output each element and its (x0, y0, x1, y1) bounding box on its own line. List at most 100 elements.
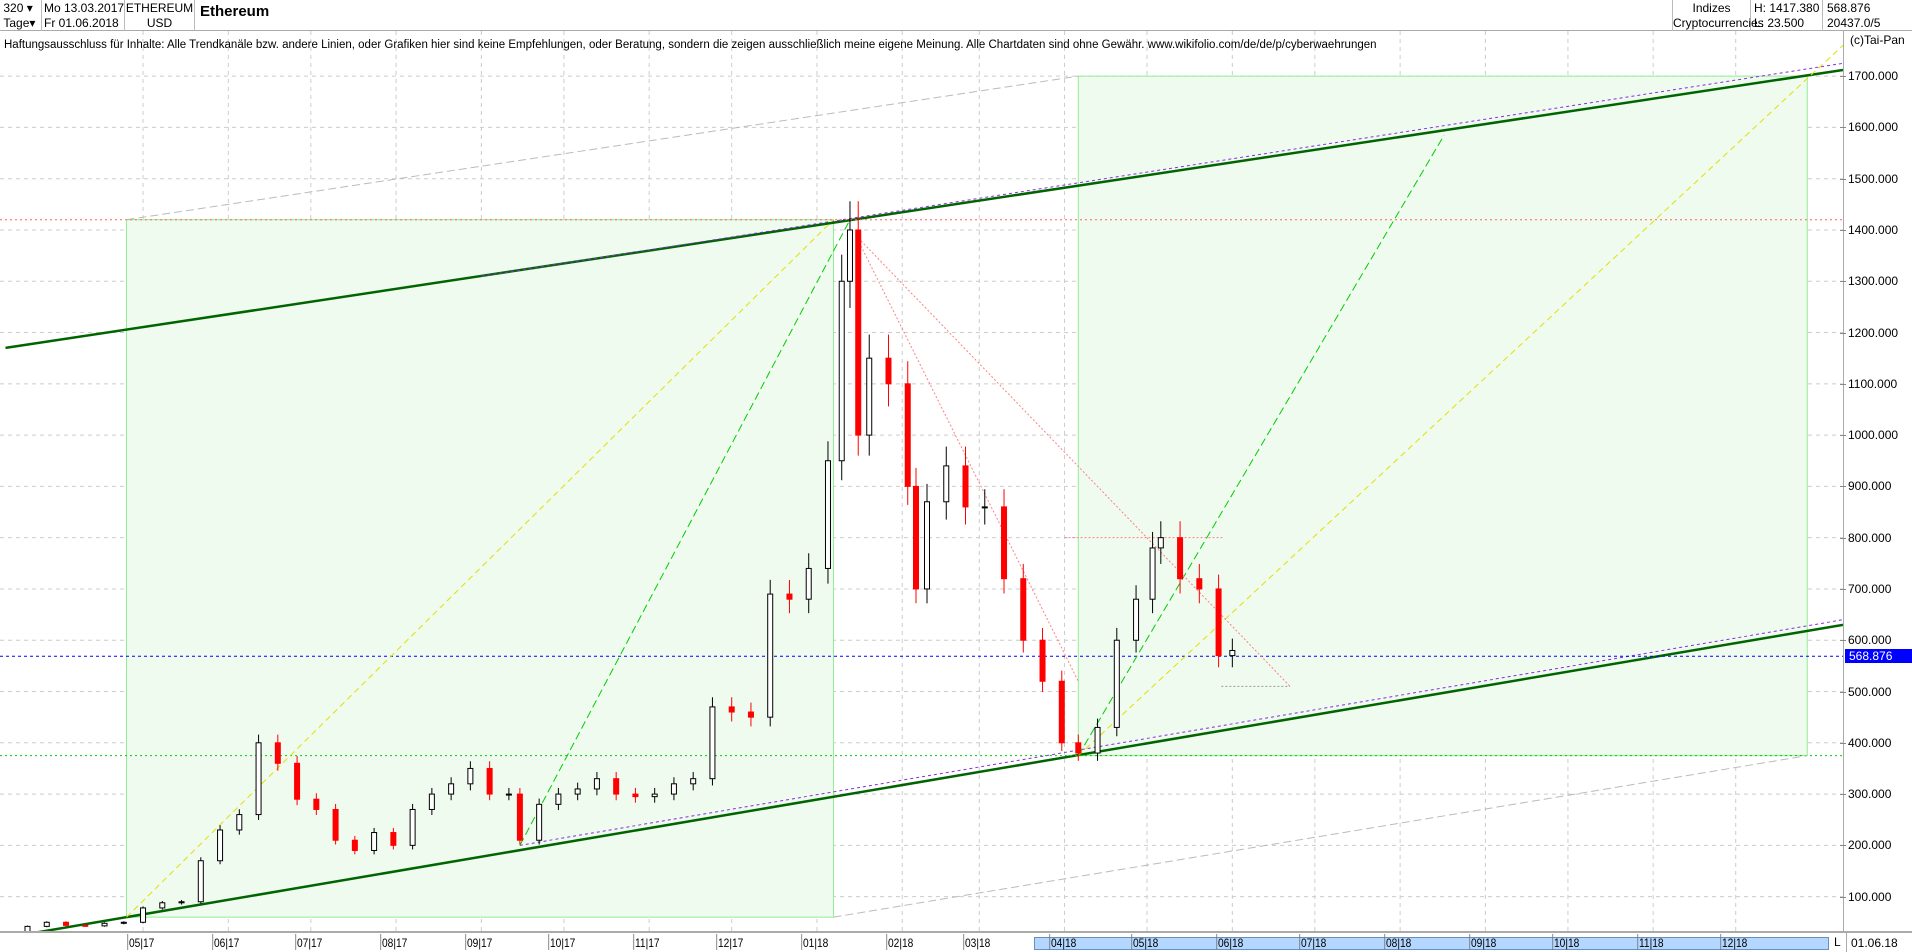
candle (1229, 649, 1236, 657)
trend-line-green-diagonal (1077, 134, 1445, 756)
time-tick-label: 11|18 (1637, 934, 1664, 950)
chart-title: Ethereum (200, 3, 270, 20)
candle (767, 593, 774, 718)
candle (904, 383, 911, 487)
candle (1149, 547, 1156, 600)
trend-line-yellow-diagonal (1077, 44, 1843, 756)
candle (1157, 537, 1164, 549)
candle (747, 711, 754, 718)
price-tick-label: 800.000 (1839, 530, 1892, 545)
candle (24, 925, 31, 931)
price-tick-label: 1500.000 (1839, 171, 1899, 186)
last-price: 568.876 (1827, 1, 1871, 15)
candle (846, 229, 853, 282)
time-tick-label: 09|18 (1469, 934, 1497, 950)
candle (197, 860, 204, 903)
candle (516, 793, 523, 841)
candle (613, 778, 620, 795)
time-tick-label: 07|17 (295, 934, 323, 950)
candle (63, 921, 70, 926)
price-tick-label: 100.000 (1839, 889, 1892, 904)
disclaimer-text: Haftungsausschluss für Inhalte: Alle Tre… (4, 39, 1377, 51)
candle (409, 808, 416, 846)
start-date[interactable]: Mo 13.03.2017 (44, 1, 125, 15)
time-tick-label: 06|18 (1216, 934, 1244, 950)
price-chart[interactable] (0, 0, 1843, 931)
price-tick-label: 1400.000 (1839, 222, 1899, 237)
candle (690, 778, 697, 785)
chevron-down-icon[interactable]: ▾ (29, 16, 36, 30)
candle (467, 767, 474, 785)
price-tick-label: 200.000 (1839, 838, 1892, 853)
time-tick-label: 07|18 (1299, 934, 1327, 950)
candle (981, 506, 988, 509)
candle (943, 465, 950, 503)
candle (313, 798, 320, 810)
candle (159, 902, 166, 909)
trend-line-gray-dashed (833, 755, 1808, 918)
price-tick-label: 600.000 (1839, 633, 1892, 648)
trend-line-channel-upper-parallel (481, 62, 1843, 277)
candle (786, 593, 793, 600)
candle (371, 832, 378, 851)
price-tick-label: 900.000 (1839, 479, 1892, 494)
candle (536, 803, 543, 841)
candle (1113, 639, 1120, 728)
current-date: 01.06.18 (1846, 933, 1912, 952)
candle (924, 501, 931, 590)
candle (448, 783, 455, 795)
chevron-down-icon[interactable]: ▾ (26, 1, 33, 15)
group-cell: Indizes Cryptocurrencies (1672, 0, 1764, 31)
candle (632, 793, 639, 798)
time-tick-label: 08|17 (380, 934, 408, 950)
candle (1039, 639, 1046, 682)
candle (1075, 742, 1082, 754)
candle (101, 922, 108, 927)
candle (1133, 598, 1140, 641)
time-tick-label: 01|18 (801, 934, 829, 950)
candle (428, 793, 435, 810)
candle (505, 793, 512, 796)
candle (555, 793, 562, 805)
scroll-end-marker[interactable]: L (1834, 935, 1841, 949)
candle (866, 357, 873, 436)
price-tick-label: 500.000 (1839, 684, 1892, 699)
time-tick-label: 05|18 (1131, 934, 1159, 950)
price-tick-label: 1100.000 (1839, 376, 1898, 391)
time-tick-label: 05|17 (127, 934, 155, 950)
trend-line-red-dotted (855, 234, 1079, 682)
end-date[interactable]: Fr 01.06.2018 (44, 16, 119, 30)
candle (670, 783, 677, 795)
time-scrollbar[interactable] (1034, 937, 1829, 950)
bars-selector[interactable]: 320 ▾ Tage▾ (0, 0, 42, 31)
price-axis: 100.000 200.000 300.000 400.000 500.000 600.0… (1839, 31, 1912, 933)
price-tick-label: 1000.000 (1839, 428, 1899, 443)
time-tick-label: 03|18 (963, 934, 991, 950)
subgroup: Cryptocurrencies (1673, 16, 1764, 30)
time-tick-label: 12|17 (715, 934, 744, 950)
candle (486, 767, 493, 795)
time-tick-label: 12|18 (1720, 934, 1748, 950)
price-tick-label: 1700.000 (1839, 69, 1899, 84)
time-tick-label: 11|17 (633, 934, 660, 950)
currency: USD (146, 16, 173, 30)
candle (1215, 588, 1222, 657)
bars-count: 320 (3, 1, 24, 15)
time-tick-label: 08|18 (1384, 934, 1412, 950)
candle (236, 814, 243, 831)
candle (1196, 578, 1203, 590)
range-box (1077, 75, 1808, 757)
candle (178, 901, 185, 904)
price-tick-label: 400.000 (1839, 735, 1892, 750)
candle (651, 793, 658, 798)
price-tick-label: 700.000 (1839, 581, 1892, 596)
date-range[interactable]: Mo 13.03.2017 Fr 01.06.2018 (42, 0, 125, 31)
time-tick-label: 04|18 (1048, 934, 1076, 950)
candle (43, 921, 50, 927)
candle (912, 485, 919, 590)
candle (855, 229, 862, 436)
time-tick-label: 10|18 (1552, 934, 1580, 950)
candle (574, 788, 581, 795)
candle (217, 829, 224, 862)
period-select[interactable]: Tage (3, 16, 30, 30)
